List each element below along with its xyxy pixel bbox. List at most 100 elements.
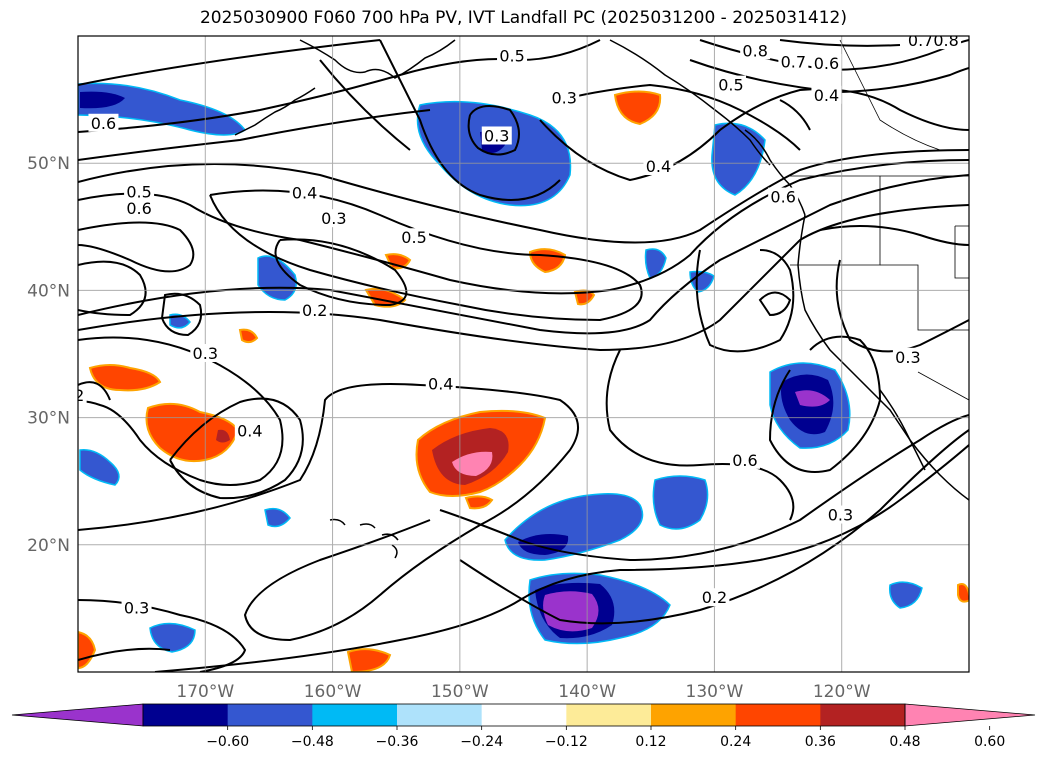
contour-line (78, 174, 969, 335)
contour-label-background (399, 228, 430, 247)
contour-line (160, 292, 203, 337)
contour-line (154, 444, 969, 672)
contour-line (78, 381, 111, 401)
colorbar-tick-label: 0.24 (720, 734, 751, 750)
pv-negative-region (644, 248, 667, 279)
contour-label: 0.4 (646, 157, 671, 176)
contour-line (758, 291, 792, 317)
contour-label: 0.4 (814, 86, 839, 105)
contour-label: 0.3 (321, 209, 346, 228)
contour-labels: 0.50.30.30.80.7 0.60.50.40.7 0.80.60.50.60… (78, 31, 962, 617)
contour-label-background (481, 126, 512, 145)
contour-line (379, 39, 561, 201)
colorbar-segment (735, 704, 821, 726)
latitude-tick-label: 50°N (27, 154, 70, 174)
pv-positive-strong-core (216, 429, 230, 443)
longitude-tick-label: 140°W (558, 682, 616, 702)
contour-label: 0.7 (908, 31, 933, 50)
colorbar-segment (312, 704, 398, 726)
contour-label: 0.5 (401, 228, 426, 247)
contour-label: 0.6 (91, 114, 116, 133)
contour-label-background (715, 75, 746, 94)
contour-line (819, 225, 969, 246)
contour-label-background (778, 52, 809, 71)
contour-label: 0.6 (126, 199, 151, 218)
contour-line (78, 39, 381, 86)
contour-label-background (643, 157, 674, 176)
contour-line (605, 349, 795, 521)
colorbar-tick-label: −0.36 (376, 734, 419, 750)
contour-line (467, 105, 520, 156)
contour-line (78, 221, 195, 273)
us-west-coastline (797, 214, 969, 501)
colorbar-extend-max (904, 703, 1036, 727)
british-columbia-coastline (744, 129, 806, 216)
contour-label: 0.3 (193, 344, 218, 363)
contour-line (169, 397, 304, 500)
longitude-tick-label: 150°W (431, 682, 489, 702)
contour-line (319, 59, 411, 151)
contour-line (78, 159, 969, 295)
colorbar-frame (142, 703, 906, 727)
contour-label: 0.7 (781, 53, 806, 72)
contour-label-background (299, 300, 330, 319)
contour-line (695, 249, 795, 353)
contour-line (78, 260, 147, 317)
latitude-tick-label: 30°N (27, 409, 70, 429)
contour-label: 0.2 (302, 301, 327, 320)
contour-label: 0.6 (732, 451, 757, 470)
colorbar-extend-min (11, 703, 144, 727)
map-frame (77, 35, 970, 673)
contour-label: 0.5 (718, 76, 743, 95)
contour-line (78, 647, 171, 661)
latitude-tick-label: 40°N (27, 281, 70, 301)
contour-line (779, 99, 811, 131)
contour-label-background (78, 385, 87, 404)
pv-peak-negative-core (543, 591, 599, 632)
colorbar-tick-label: −0.24 (460, 734, 503, 750)
colorbar-tick-label: −0.60 (206, 734, 249, 750)
longitude-tick-label: 130°W (686, 682, 744, 702)
pv-positive-region (957, 583, 969, 603)
colorbar-segment (481, 704, 567, 726)
pv-positive-region (88, 364, 162, 392)
contour-label-background (699, 588, 730, 607)
contour-label: 0.3 (124, 598, 149, 617)
contour-label-background (931, 36, 962, 50)
colorbar-tick-label: −0.12 (545, 734, 588, 750)
us-mexico-border (917, 371, 969, 401)
political-borders (790, 39, 969, 401)
contour-line (689, 59, 969, 94)
contour-label-background (318, 209, 349, 228)
graticule (78, 36, 969, 672)
colorbar-segment (397, 704, 483, 726)
colorbar-tick-label: 0.48 (889, 734, 920, 750)
contour-label-background (124, 198, 155, 217)
contour-line (78, 109, 431, 161)
colorbar-segment (227, 704, 313, 726)
contour-line (835, 259, 969, 353)
contour-label-background (729, 450, 760, 469)
contour-label-background (892, 347, 923, 366)
colorbar-segment (566, 704, 652, 726)
pv-positive-region (346, 648, 392, 672)
map-title: 2025030900 F060 700 hPa PV, IVT Landfall… (199, 8, 847, 28)
pv-positive-region (613, 90, 662, 126)
contour-label: 0.3 (828, 506, 853, 525)
contour-label: 0.6 (814, 54, 839, 73)
contour-label: 0.3 (895, 348, 920, 367)
contour-label-background (289, 183, 320, 202)
contour-line (779, 39, 901, 47)
contour-line (439, 414, 969, 562)
contour-label-background (768, 187, 799, 206)
contour-label: 0.3 (552, 88, 577, 107)
contour-label: 0.5 (126, 182, 151, 201)
contour-label-background (811, 85, 842, 104)
colorbar-tick-label: −0.48 (291, 734, 334, 750)
contour-label-background (190, 344, 221, 362)
pv-negative-region (79, 449, 120, 486)
pv-positive-region (145, 402, 240, 463)
pv-negative-region (264, 507, 291, 528)
contour-label-background (88, 113, 119, 132)
colorbar-tick-label: 0.12 (635, 734, 666, 750)
